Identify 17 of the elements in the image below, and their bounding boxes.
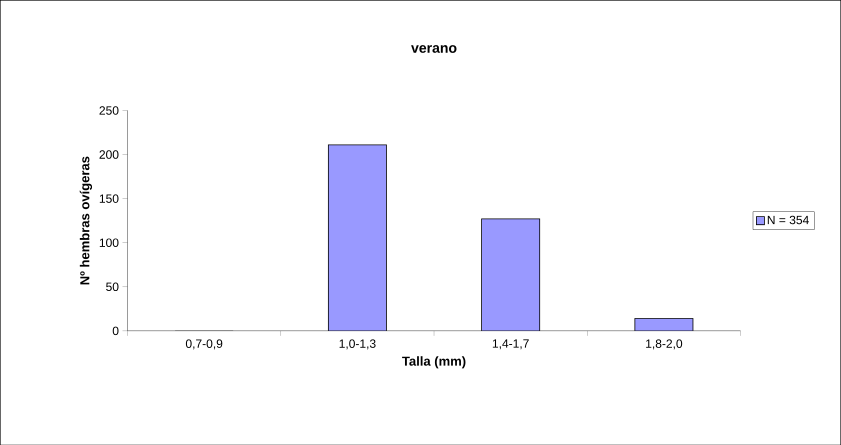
- x-tick-label: 1,4-1,7: [492, 339, 529, 350]
- y-tick-label: 0: [112, 326, 118, 335]
- y-tick-label: 50: [106, 282, 118, 291]
- x-tick-label: 1,0-1,3: [340, 339, 376, 350]
- chart-title: verano: [411, 44, 456, 53]
- y-tick-label: 250: [100, 106, 118, 115]
- bar: [481, 218, 540, 331]
- y-tick-label: 150: [100, 194, 118, 203]
- x-axis-title: Talla (mm): [402, 356, 466, 368]
- legend-label: N = 354: [768, 216, 809, 224]
- y-axis-title: Nº hembras ovígeras: [80, 156, 92, 284]
- y-tick-label: 100: [100, 238, 118, 247]
- x-tick-label: 1,8-2,0: [646, 339, 682, 350]
- bar: [634, 318, 694, 331]
- y-tick-label: 200: [100, 150, 118, 159]
- bar: [328, 144, 387, 331]
- x-tick-label: 0,7-0,9: [186, 339, 222, 350]
